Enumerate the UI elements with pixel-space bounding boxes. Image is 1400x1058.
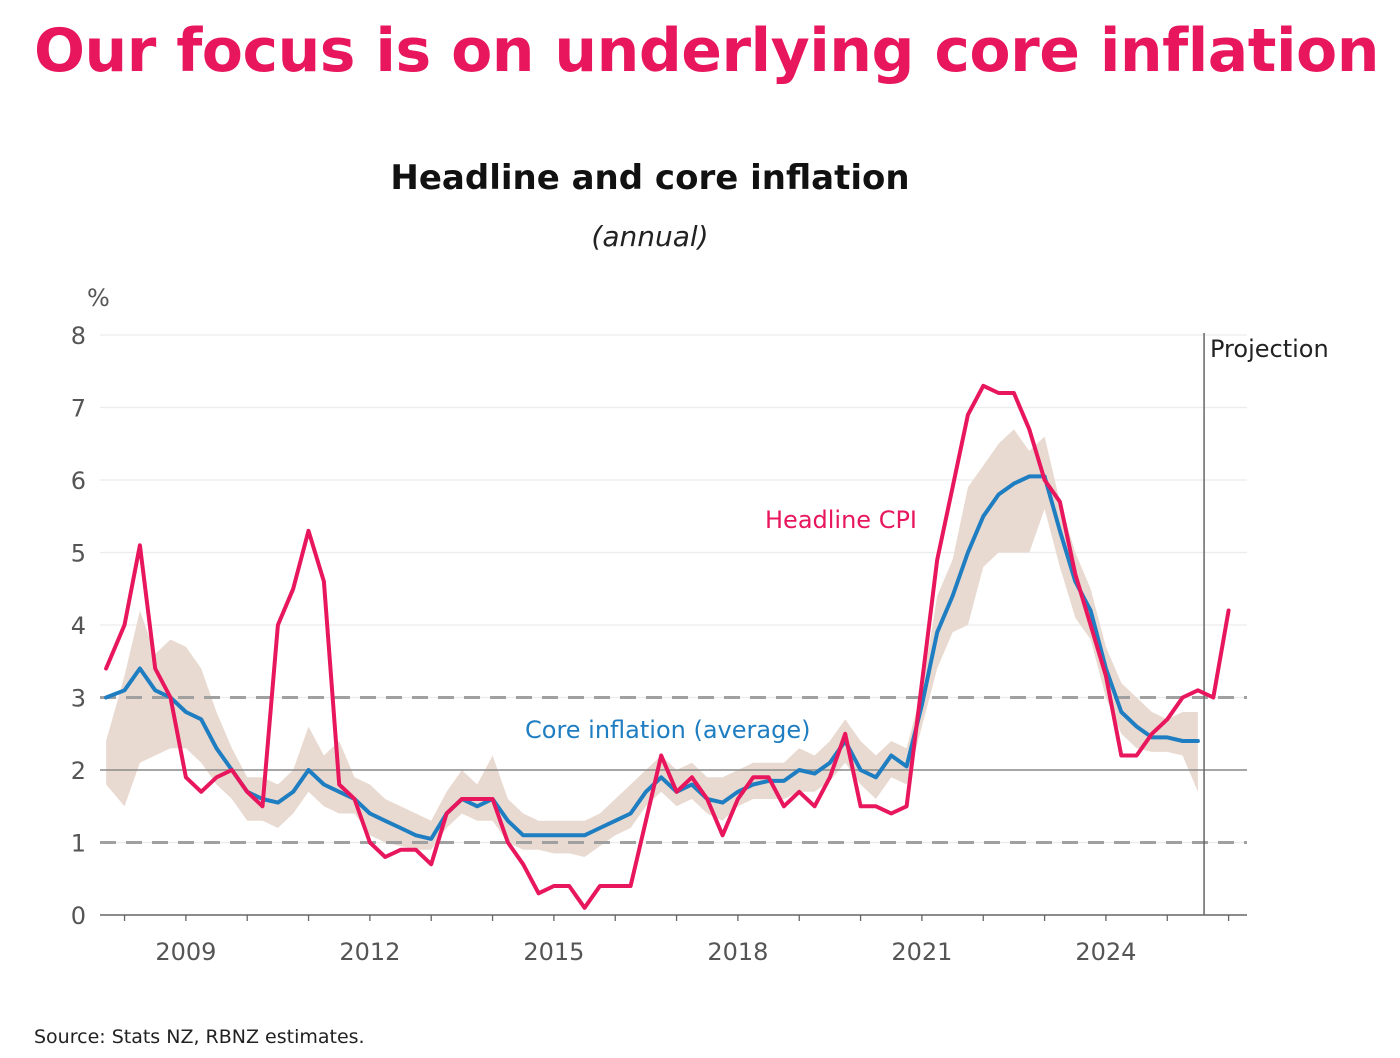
y-tick-label: 0 bbox=[71, 902, 86, 930]
headline-cpi-label: Headline CPI bbox=[765, 506, 917, 534]
core-inflation-label: Core inflation (average) bbox=[525, 716, 810, 744]
x-tick-label: 2024 bbox=[1075, 938, 1136, 966]
chart-title: Headline and core inflation bbox=[390, 158, 910, 198]
y-tick-label: 1 bbox=[71, 830, 86, 858]
y-tick-label: 8 bbox=[71, 322, 86, 350]
y-tick-label: 3 bbox=[71, 685, 86, 713]
series-layer bbox=[104, 383, 1231, 910]
page-title: Our focus is on underlying core inflatio… bbox=[34, 16, 1379, 86]
x-tick-label: 2009 bbox=[155, 938, 216, 966]
x-tick-label: 2021 bbox=[891, 938, 952, 966]
headline-cpi-line bbox=[104, 383, 1231, 910]
y-tick-label: 7 bbox=[71, 395, 86, 423]
x-tick-label: 2018 bbox=[707, 938, 768, 966]
y-tick-label: 6 bbox=[71, 467, 86, 495]
chart-subtitle: (annual) bbox=[591, 220, 709, 253]
x-tick-label: 2012 bbox=[339, 938, 400, 966]
band-layer bbox=[106, 429, 1198, 857]
core-inflation-range-band bbox=[106, 429, 1198, 857]
source-note: Source: Stats NZ, RBNZ estimates. bbox=[34, 1026, 365, 1048]
y-tick-label: 2 bbox=[71, 757, 86, 785]
y-axis-unit-label: % bbox=[87, 284, 110, 312]
projection-label: Projection bbox=[1210, 335, 1329, 363]
x-tick-label: 2015 bbox=[523, 938, 584, 966]
y-tick-label: 5 bbox=[71, 540, 86, 568]
label-layer: % Projection Headline CPI Core inflation… bbox=[87, 284, 1329, 744]
axis-layer: 0 1 2 3 4 5 6 7 8 2009 2012 2015 2018 2021 2024 bbox=[71, 322, 1247, 966]
y-tick-label: 4 bbox=[71, 612, 86, 640]
reference-lines bbox=[100, 333, 1247, 915]
